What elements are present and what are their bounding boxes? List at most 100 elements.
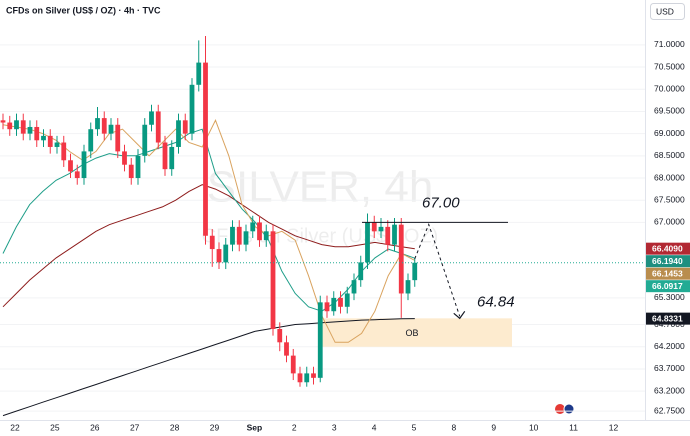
candle-body bbox=[149, 111, 154, 125]
y-tick-label: 64.2000 bbox=[654, 341, 685, 351]
watermark: SILVER, 4h CFDs on Silver (US$ / OZ) bbox=[202, 163, 439, 248]
candle-body bbox=[405, 280, 411, 294]
moving-average-line bbox=[2, 128, 415, 312]
price-badge-label: 66.4090 bbox=[652, 243, 683, 253]
x-tick-label: 8 bbox=[452, 422, 457, 432]
candle-body bbox=[182, 120, 188, 134]
candle-body bbox=[236, 226, 242, 245]
currency[interactable]: USD bbox=[656, 6, 674, 16]
candle-body bbox=[223, 244, 229, 263]
projection-arrow bbox=[414, 222, 461, 317]
price-badge bbox=[646, 255, 690, 268]
target-label: 64.84 bbox=[477, 293, 515, 310]
candle-body bbox=[378, 226, 384, 232]
candle-body bbox=[101, 118, 107, 134]
x-tick-label: 26 bbox=[90, 422, 100, 432]
candle-body bbox=[311, 373, 316, 378]
price-badge bbox=[646, 242, 690, 255]
candle-body bbox=[128, 164, 134, 179]
candle-body bbox=[230, 226, 235, 245]
candle-body bbox=[331, 297, 337, 312]
candle-body bbox=[20, 120, 26, 134]
candle-body bbox=[344, 293, 350, 307]
x-tick-label: 4 bbox=[372, 422, 377, 432]
candle-body bbox=[263, 231, 269, 241]
price-badge bbox=[646, 280, 690, 293]
flag[interactable] bbox=[563, 403, 575, 415]
candle-body bbox=[209, 235, 215, 250]
x-tick-label: 22 bbox=[10, 422, 20, 432]
y-tick-label: 62.7500 bbox=[654, 405, 685, 415]
watermark-title: SILVER, 4h bbox=[207, 163, 434, 212]
currency-box[interactable] bbox=[650, 3, 685, 20]
candle-body bbox=[304, 373, 310, 383]
candle-body bbox=[162, 142, 168, 170]
x-tick-label: 10 bbox=[529, 422, 539, 432]
x-tick-label: 2 bbox=[292, 422, 297, 432]
candle-body bbox=[338, 297, 343, 307]
y-tick-label: 71.0000 bbox=[654, 39, 685, 49]
x-tick-label: Sep bbox=[247, 422, 263, 432]
candle-body bbox=[74, 171, 80, 179]
x-tick-label: 25 bbox=[50, 422, 60, 432]
candle-body bbox=[61, 142, 67, 161]
moving-average-line bbox=[2, 184, 415, 308]
y-tick-label: 70.5000 bbox=[654, 61, 685, 71]
candle-body bbox=[68, 160, 73, 172]
y-tick-label: 69.0000 bbox=[654, 128, 685, 138]
candle-body bbox=[115, 124, 121, 152]
candle-body bbox=[317, 302, 323, 378]
candle-body bbox=[358, 262, 364, 281]
order-block-zone bbox=[318, 318, 512, 347]
candle-body bbox=[216, 249, 222, 263]
x-tick-label: 29 bbox=[210, 422, 220, 432]
candle-body bbox=[176, 120, 181, 147]
candle-body bbox=[122, 151, 127, 165]
candle-body bbox=[351, 280, 357, 294]
x-tick-label: 28 bbox=[170, 422, 180, 432]
candle-body bbox=[27, 126, 33, 134]
candle-body bbox=[196, 62, 202, 85]
candle-body bbox=[203, 62, 208, 236]
candle-body bbox=[243, 231, 249, 245]
candle-body bbox=[250, 222, 256, 232]
candle-body bbox=[95, 118, 100, 130]
price-badge bbox=[646, 312, 690, 325]
y-tick-label: 65.3000 bbox=[654, 292, 685, 302]
candle-body bbox=[189, 84, 195, 134]
candle-body bbox=[169, 146, 175, 170]
candle-body bbox=[155, 111, 161, 143]
candle-body bbox=[14, 120, 19, 130]
candle-body bbox=[270, 231, 276, 329]
candle-body bbox=[385, 226, 391, 245]
x-tick-label: 12 bbox=[609, 422, 619, 432]
candle-body bbox=[88, 129, 94, 152]
moving-average-line bbox=[2, 119, 416, 343]
candle-body bbox=[412, 262, 418, 281]
candle-body bbox=[47, 135, 53, 147]
candle-body bbox=[135, 155, 141, 179]
price-badge bbox=[646, 267, 690, 280]
candle-body bbox=[277, 328, 283, 343]
candle-body bbox=[0, 120, 6, 123]
x-tick-label: 27 bbox=[130, 422, 140, 432]
y-tick-label: 63.7000 bbox=[654, 363, 685, 373]
price-badge-label: 66.1453 bbox=[652, 268, 683, 278]
candle-body bbox=[284, 342, 289, 356]
y-tick-label: 70.0000 bbox=[654, 83, 685, 93]
level-label: 67.00 bbox=[422, 194, 460, 211]
candle-body bbox=[142, 124, 148, 156]
y-tick-label: 68.0000 bbox=[654, 172, 685, 182]
candle-body bbox=[34, 126, 40, 141]
candle-body bbox=[54, 142, 60, 147]
candle-body bbox=[290, 355, 296, 374]
price-badge-label: 66.0917 bbox=[652, 281, 683, 291]
candle-body bbox=[108, 124, 114, 134]
candle-body bbox=[41, 135, 46, 141]
candle-body bbox=[324, 302, 330, 312]
y-tick-label: 69.5000 bbox=[654, 106, 685, 116]
candle-body bbox=[297, 373, 303, 383]
arrow-head bbox=[453, 310, 466, 320]
